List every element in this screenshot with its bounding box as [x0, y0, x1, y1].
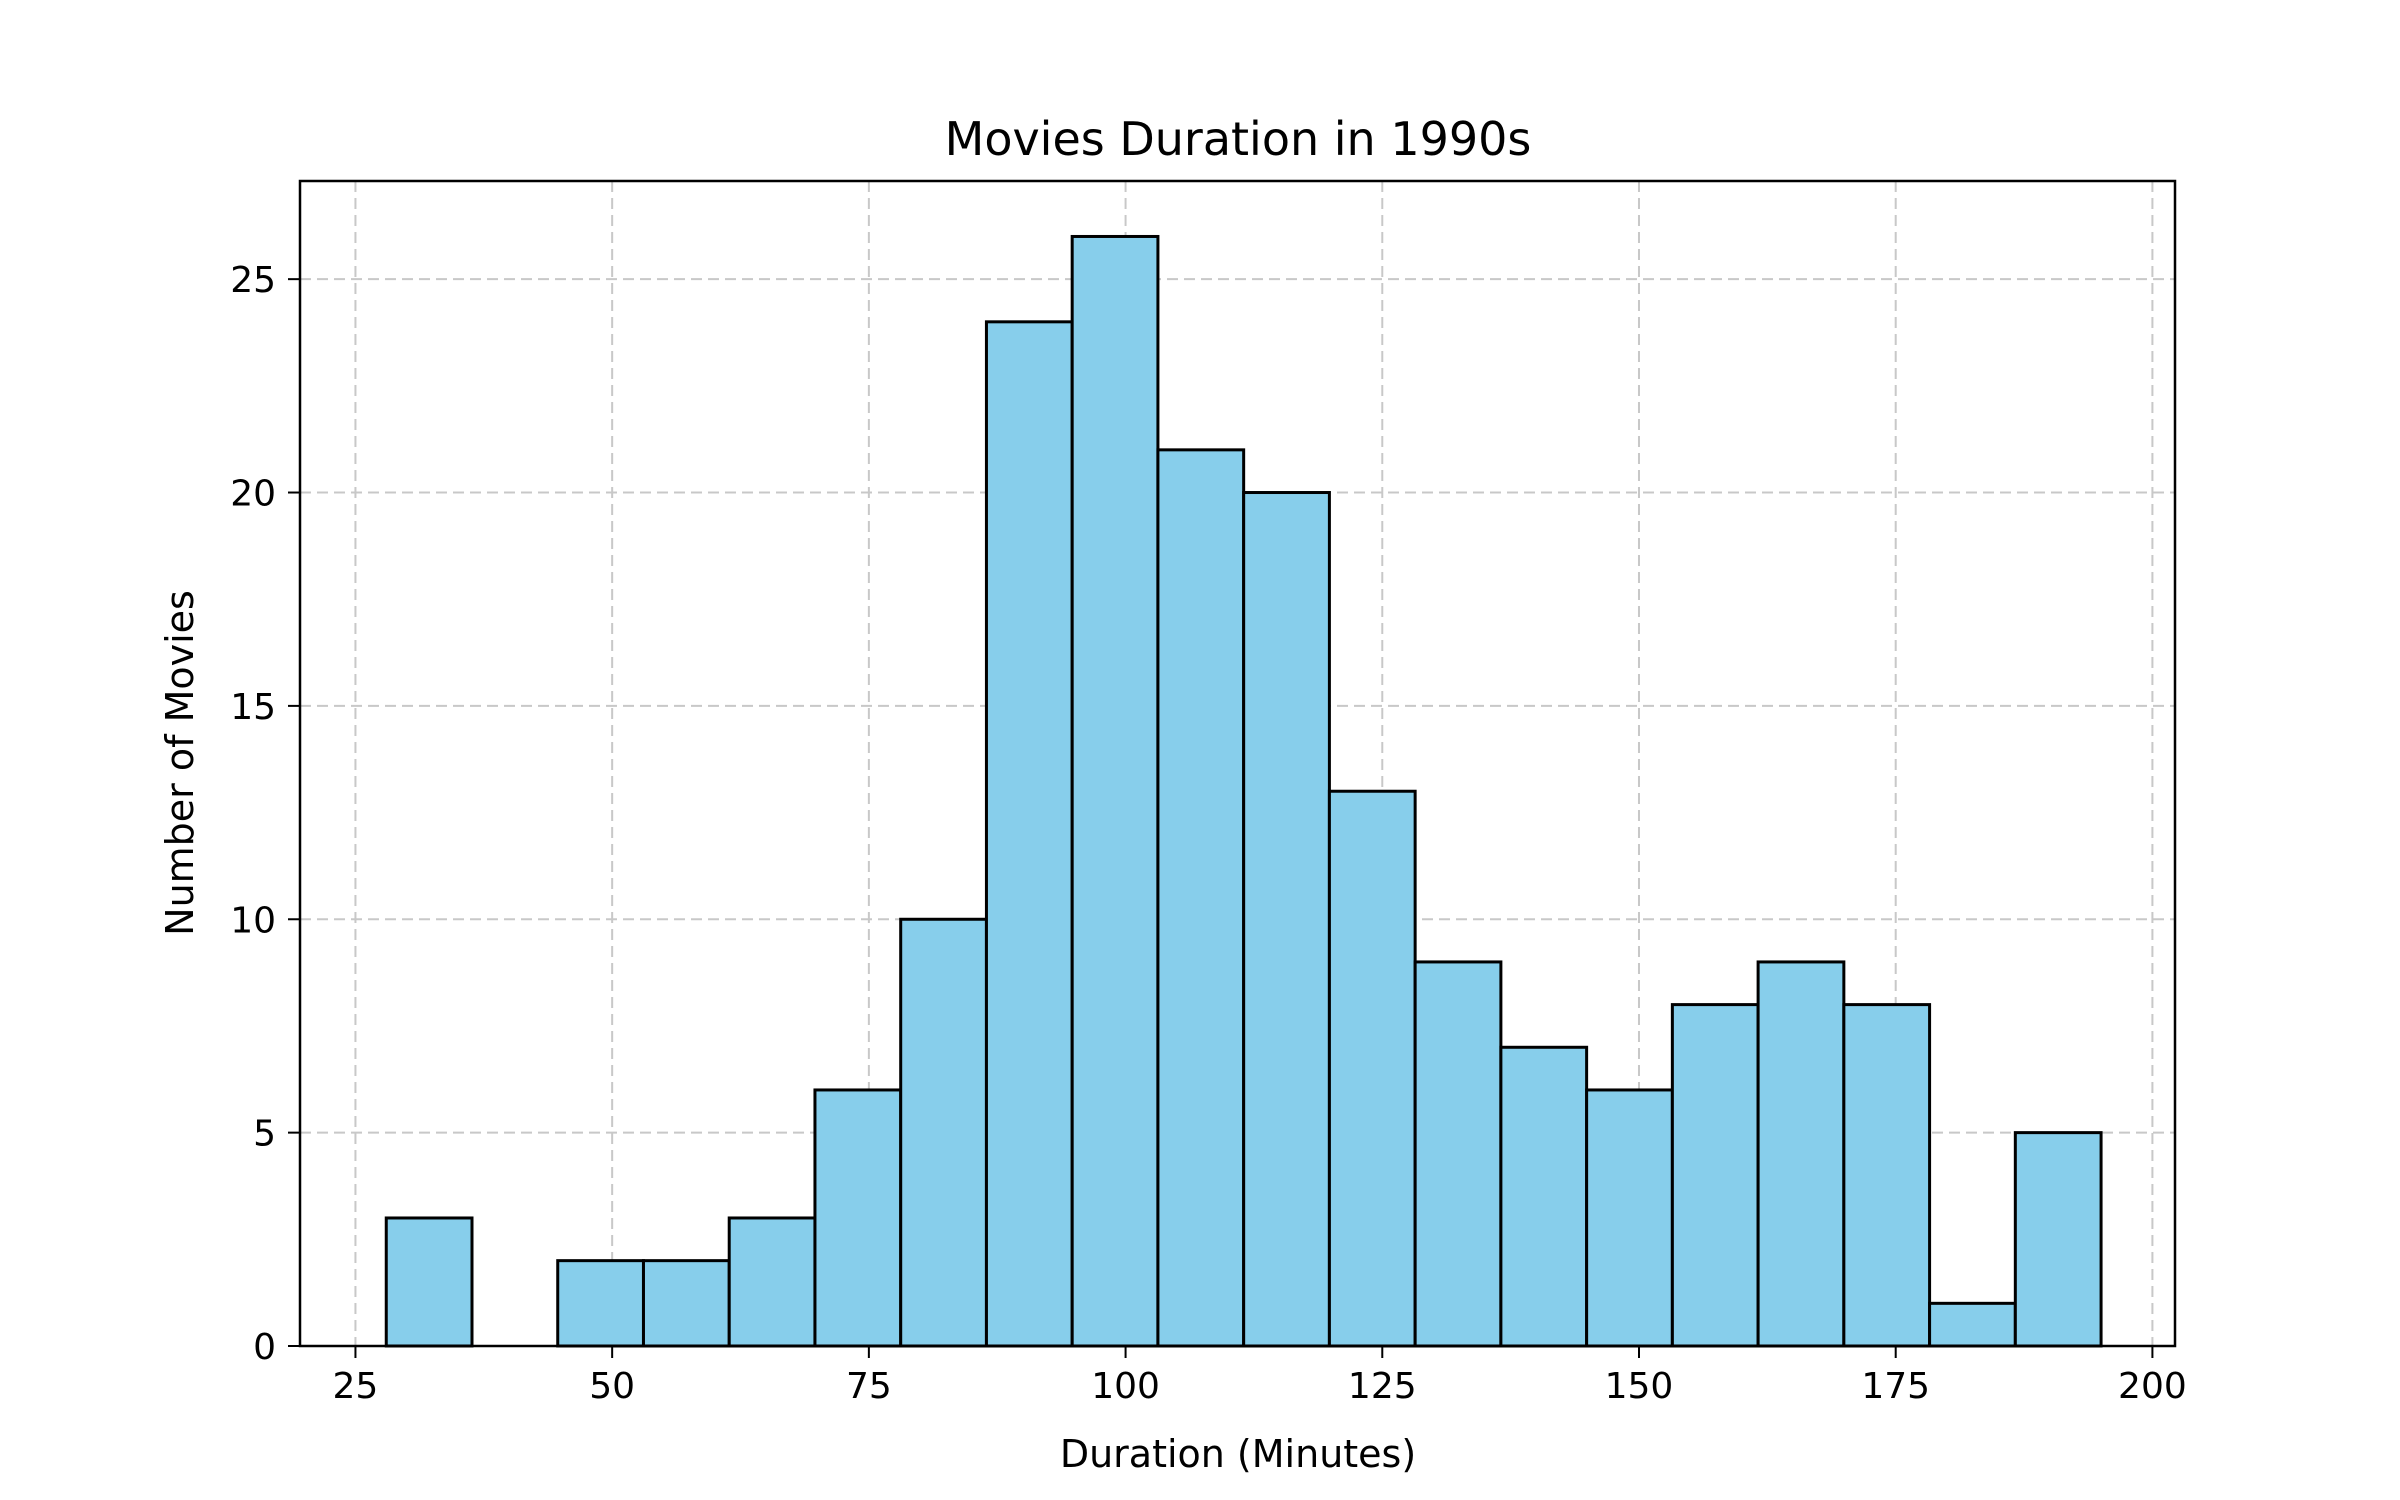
y-tick-label-1: 5 [253, 1114, 276, 1155]
y-tick-label-3: 15 [230, 687, 276, 728]
histogram-bar-0 [384, 1216, 474, 1348]
y-tick-label-2: 10 [230, 900, 276, 941]
x-tick-label-1: 50 [589, 1366, 635, 1407]
histogram-bar-4 [727, 1216, 817, 1348]
x-tick-label-7: 200 [2118, 1366, 2187, 1407]
plot-frame [298, 179, 2177, 1348]
histogram-bar-2 [556, 1259, 645, 1348]
y-axis-label: Number of Movies [158, 590, 202, 936]
x-tick-label-2: 75 [846, 1366, 892, 1407]
histogram-bar-13 [1499, 1045, 1589, 1348]
y-axis-ticks: 0 5 10 15 20 25 [230, 260, 300, 1368]
histogram-bars [384, 234, 2103, 1348]
histogram-bar-9 [1156, 448, 1246, 1348]
x-tick-label-5: 150 [1605, 1366, 1674, 1407]
histogram-bar-15 [1670, 1003, 1760, 1348]
histogram-bar-11 [1327, 789, 1417, 1348]
histogram-bar-18 [1928, 1301, 2017, 1348]
histogram-bar-17 [1842, 1003, 1932, 1348]
histogram-bar-7 [984, 320, 1074, 1348]
histogram-bar-3 [641, 1259, 731, 1348]
x-tick-label-0: 25 [333, 1366, 379, 1407]
histogram-bar-8 [1070, 234, 1160, 1348]
histogram-bar-12 [1413, 960, 1503, 1348]
histogram-bar-14 [1585, 1088, 1674, 1348]
histogram-bar-10 [1242, 491, 1331, 1348]
x-tick-label-6: 175 [1861, 1366, 1930, 1407]
histogram-bar-6 [899, 917, 988, 1348]
y-tick-label-0: 0 [253, 1327, 276, 1368]
y-tick-label-4: 20 [230, 474, 276, 515]
x-axis-label: Duration (Minutes) [1060, 1432, 1416, 1476]
x-axis-ticks: 25 50 75 100 125 150 175 200 [333, 1346, 2187, 1407]
histogram-bar-5 [813, 1088, 903, 1348]
x-tick-label-3: 100 [1091, 1366, 1160, 1407]
histogram-bar-16 [1756, 960, 1846, 1348]
histogram-bar-19 [2013, 1131, 2103, 1348]
y-tick-label-5: 25 [230, 260, 276, 301]
chart-title: Movies Duration in 1990s [945, 112, 1532, 166]
x-tick-label-4: 125 [1348, 1366, 1417, 1407]
